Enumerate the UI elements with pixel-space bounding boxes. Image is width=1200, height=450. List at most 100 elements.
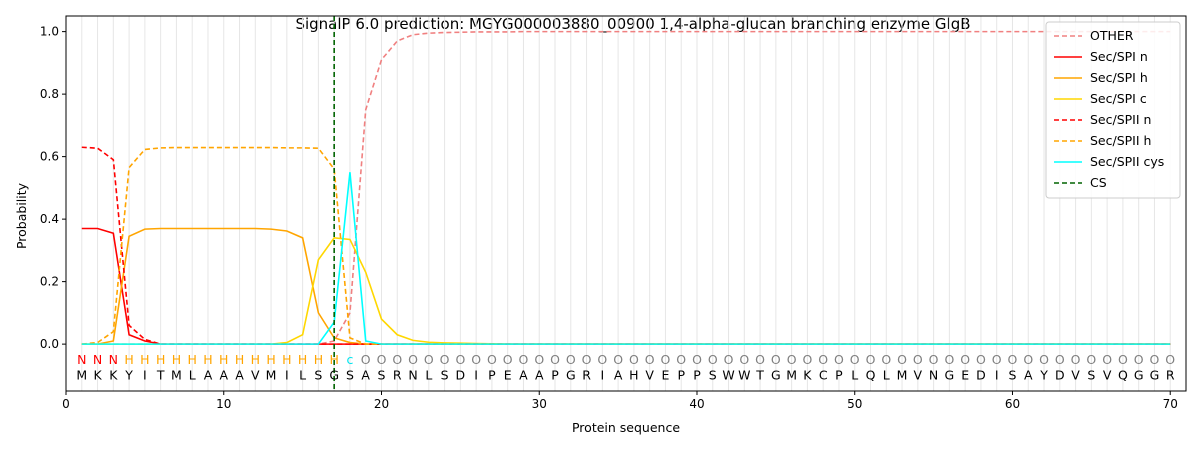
sequence-letter: S <box>441 367 449 382</box>
legend-label-sec-spi-c: Sec/SPI c <box>1090 91 1147 106</box>
sequence-letter: S <box>378 367 386 382</box>
sequence-letter: Y <box>124 367 133 382</box>
sequence-letter: G <box>329 367 339 382</box>
sequence-letter: S <box>709 367 717 382</box>
annotation-letter: O <box>582 352 592 367</box>
sequence-letter: K <box>803 367 812 382</box>
y-tick-label: 0.8 <box>40 87 59 101</box>
sequence-letter: Q <box>866 367 876 382</box>
sequence-letter: I <box>285 367 289 382</box>
sequence-letter: M <box>266 367 277 382</box>
x-tick-label: 30 <box>532 397 547 411</box>
annotation-letter: O <box>361 352 371 367</box>
annotation-letter: O <box>818 352 828 367</box>
annotation-letter: O <box>692 352 702 367</box>
annotation-letter: O <box>881 352 891 367</box>
sequence-letter: E <box>661 367 669 382</box>
annotation-letter: H <box>282 352 291 367</box>
legend-label-other: OTHER <box>1090 28 1134 43</box>
annotation-letter: O <box>866 352 876 367</box>
annotation-letter: H <box>329 352 338 367</box>
sequence-letter: V <box>645 367 654 382</box>
sequence-letter: V <box>1103 367 1112 382</box>
sequence-letter: A <box>235 367 244 382</box>
sequence-letter: L <box>425 367 432 382</box>
annotation-letter: O <box>377 352 387 367</box>
legend-label-sec-spi-n: Sec/SPI n <box>1090 49 1148 64</box>
sequence-letter: G <box>945 367 955 382</box>
x-tick-label: 40 <box>689 397 704 411</box>
annotation-letter: N <box>77 352 86 367</box>
annotation-letter: O <box>629 352 639 367</box>
series-sec-spii-h <box>81 146 1171 345</box>
annotation-letter: O <box>724 352 734 367</box>
annotation-letter: H <box>219 352 228 367</box>
sequence-letter: S <box>1009 367 1017 382</box>
sequence-letter: D <box>456 367 466 382</box>
annotation-letter: O <box>771 352 781 367</box>
sequence-letter: H <box>629 367 638 382</box>
sequence-letter: M <box>171 367 182 382</box>
annotation-letter: O <box>471 352 481 367</box>
annotation-letter: O <box>676 352 686 367</box>
annotation-letter: c <box>347 352 354 367</box>
annotation-letter: O <box>1086 352 1096 367</box>
y-tick-label: 0.6 <box>40 150 59 164</box>
legend: OTHER Sec/SPI n Sec/SPI h Sec/SPI c Sec/SPII… <box>1045 21 1181 199</box>
sequence-letter: M <box>897 367 908 382</box>
annotation-letter: O <box>424 352 434 367</box>
legend-label-sec-spi-h: Sec/SPI h <box>1090 70 1148 85</box>
annotation-letter: O <box>661 352 671 367</box>
sequence-letter: R <box>582 367 591 382</box>
annotation-letter: O <box>897 352 907 367</box>
sequence-letter: A <box>361 367 370 382</box>
annotation-letter: H <box>314 352 323 367</box>
sequence-letter: I <box>995 367 999 382</box>
sequence-letter: S <box>346 367 354 382</box>
sequence-letter: R <box>393 367 402 382</box>
annotation-letter: O <box>1055 352 1065 367</box>
annotation-letter: O <box>1134 352 1144 367</box>
annotation-letter: O <box>1102 352 1112 367</box>
sequence-letter: A <box>219 367 228 382</box>
sequence-letter: C <box>819 367 828 382</box>
series-sec-spi-c <box>81 237 1171 345</box>
series-sec-spii-cys <box>81 172 1171 345</box>
series-sec-spi-n <box>81 227 1171 345</box>
sequence-letter: P <box>488 367 496 382</box>
x-tick-label: 10 <box>216 397 231 411</box>
annotation-letter: O <box>1165 352 1175 367</box>
series-sec-spi-h <box>81 227 1171 345</box>
sequence-letter: G <box>771 367 781 382</box>
y-tick-label: 1.0 <box>40 25 59 39</box>
sequence-letter: I <box>600 367 604 382</box>
sequence-letter: K <box>109 367 118 382</box>
annotation-letter: O <box>1118 352 1128 367</box>
annotation-letter: N <box>109 352 118 367</box>
legend-box <box>1045 21 1181 199</box>
legend-label-sec-spii-h: Sec/SPII h <box>1090 133 1151 148</box>
series-layer <box>81 30 1171 345</box>
sequence-letter: L <box>299 367 306 382</box>
annotation-letter: O <box>487 352 497 367</box>
annotation-letter: O <box>534 352 544 367</box>
annotation-letter: H <box>298 352 307 367</box>
sequence-letter: V <box>914 367 923 382</box>
sequence-letter: W <box>722 367 734 382</box>
annotation-letter: O <box>834 352 844 367</box>
annotation-letter: O <box>503 352 513 367</box>
sequence-letter: L <box>851 367 858 382</box>
sequence-letter: N <box>408 367 417 382</box>
annotation-letter: N <box>93 352 102 367</box>
annotation-letter: O <box>913 352 923 367</box>
vertical-gridlines <box>81 16 1171 391</box>
chart-title: SignalP 6.0 prediction: MGYG000003880_00… <box>295 15 970 34</box>
series-sec-spii-n <box>81 146 1171 345</box>
annotation-letter: O <box>645 352 655 367</box>
annotation-letter: O <box>708 352 718 367</box>
sequence-letter: R <box>1166 367 1175 382</box>
sequence-letter: P <box>551 367 559 382</box>
sequence-letter: V <box>251 367 260 382</box>
annotation-letter: O <box>566 352 576 367</box>
